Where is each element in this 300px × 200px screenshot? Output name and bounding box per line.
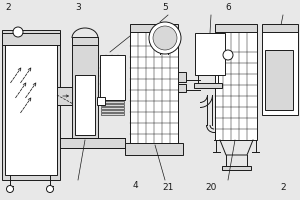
Text: 6: 6 — [225, 3, 231, 12]
Circle shape — [7, 186, 14, 192]
Bar — [2, 30, 60, 180]
Text: 2: 2 — [5, 3, 11, 12]
Bar — [2, 33, 60, 45]
Bar — [72, 37, 98, 45]
Text: 5: 5 — [162, 3, 168, 12]
Bar — [262, 30, 298, 115]
Bar — [222, 166, 251, 170]
Bar — [97, 97, 105, 105]
Bar — [215, 30, 257, 140]
Bar — [195, 33, 225, 75]
Circle shape — [46, 186, 53, 192]
Circle shape — [153, 26, 177, 50]
Circle shape — [223, 50, 233, 60]
Text: 21: 21 — [162, 183, 174, 192]
Bar — [101, 100, 124, 103]
Bar — [178, 84, 186, 92]
Bar — [72, 40, 98, 140]
Bar — [194, 83, 222, 88]
Text: 4: 4 — [132, 181, 138, 190]
Bar — [101, 104, 124, 106]
Bar — [57, 87, 75, 105]
Bar — [215, 24, 257, 32]
Bar — [100, 55, 125, 100]
Bar — [262, 24, 298, 32]
Bar — [101, 112, 124, 115]
Circle shape — [13, 27, 23, 37]
Bar — [101, 106, 124, 109]
Circle shape — [149, 22, 181, 54]
Text: 3: 3 — [75, 3, 81, 12]
Bar — [75, 75, 95, 135]
Bar — [60, 138, 125, 148]
Bar — [178, 72, 186, 82]
Text: 2: 2 — [280, 183, 286, 192]
Bar — [125, 143, 183, 155]
Bar — [265, 50, 293, 110]
Bar — [5, 45, 57, 175]
Bar — [130, 30, 178, 145]
Bar — [101, 110, 124, 112]
Bar — [130, 24, 178, 32]
Text: 20: 20 — [205, 183, 217, 192]
